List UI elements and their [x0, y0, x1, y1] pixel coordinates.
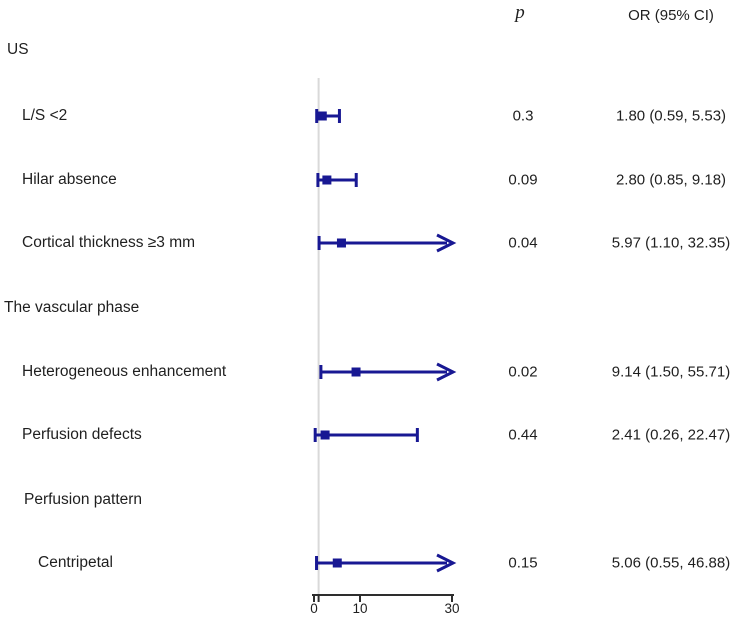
- arrow-right-icon: [436, 362, 457, 382]
- section-label-us: US: [7, 41, 29, 58]
- or-ci-heterogeneous: 9.14 (1.50, 55.71): [611, 363, 731, 381]
- row-label-centripetal: Centripetal: [38, 554, 113, 571]
- or-ci-perfusion-defects: 2.41 (0.26, 22.47): [611, 426, 731, 444]
- p-value-cortical: 0.04: [508, 234, 538, 252]
- p-value-ls-lt2: 0.3: [512, 107, 534, 125]
- or-ci-cortical: 5.97 (1.10, 32.35): [611, 234, 731, 252]
- or-ci-hilar-absence: 2.80 (0.85, 9.18): [615, 171, 727, 189]
- or-marker: [320, 430, 330, 440]
- p-value-centripetal: 0.15: [508, 554, 538, 572]
- column-header-p: p: [515, 2, 525, 23]
- row-label-cortical-thickness: Cortical thickness ≥3 mm: [22, 234, 196, 251]
- row-label-perfusion-defects: Perfusion defects: [22, 426, 142, 443]
- or-marker: [332, 558, 342, 568]
- or-marker: [317, 111, 327, 121]
- or-ci-ls-lt2: 1.80 (0.59, 5.53): [615, 107, 727, 125]
- section-label-perfusion-pattern: Perfusion pattern: [24, 491, 143, 508]
- x-tick-0: 0: [310, 601, 318, 616]
- arrow-right-icon: [436, 233, 457, 253]
- or-marker: [351, 367, 361, 377]
- arrow-right-icon: [436, 553, 457, 573]
- section-label-vascular-phase: The vascular phase: [4, 299, 140, 316]
- p-value-hilar-absence: 0.09: [508, 171, 538, 189]
- row-label-hilar-absence: Hilar absence: [22, 171, 117, 188]
- p-value-perfusion-defects: 0.44: [508, 426, 538, 444]
- or-ci-centripetal: 5.06 (0.55, 46.88): [611, 554, 731, 572]
- or-marker: [322, 175, 332, 185]
- x-tick-10: 10: [352, 601, 368, 616]
- x-tick-30: 30: [444, 601, 460, 616]
- row-label-heterogeneous-enh: Heterogeneous enhancement: [22, 363, 227, 380]
- column-header-or: OR (95% CI): [628, 7, 714, 24]
- or-marker: [336, 238, 346, 248]
- p-value-heterogeneous: 0.02: [508, 363, 538, 381]
- row-label-ls-lt2: L/S <2: [22, 107, 68, 124]
